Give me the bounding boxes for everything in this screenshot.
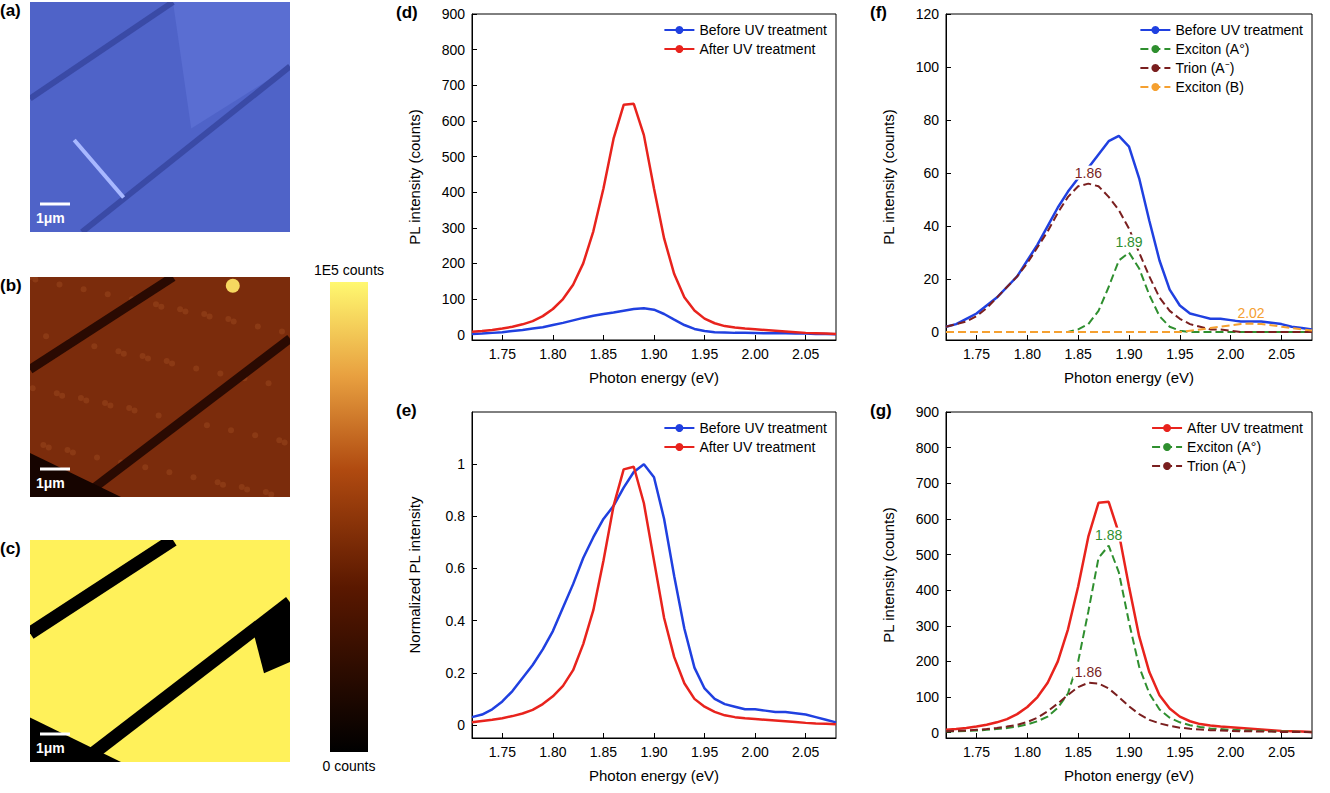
svg-text:After UV treatment: After UV treatment [1187, 420, 1303, 436]
svg-text:1: 1 [457, 456, 465, 472]
svg-text:100: 100 [916, 689, 940, 705]
svg-text:900: 900 [916, 404, 940, 420]
svg-text:1μm: 1μm [36, 210, 65, 226]
svg-text:(g): (g) [870, 401, 892, 420]
svg-text:Before UV treatment: Before UV treatment [699, 420, 827, 436]
svg-text:500: 500 [916, 547, 940, 563]
svg-text:1.86: 1.86 [1075, 664, 1102, 680]
svg-text:700: 700 [442, 77, 466, 93]
svg-text:1.75: 1.75 [489, 346, 516, 362]
svg-text:800: 800 [442, 42, 466, 58]
svg-text:0.6: 0.6 [446, 560, 466, 576]
svg-text:100: 100 [916, 59, 940, 75]
svg-text:2.00: 2.00 [1217, 744, 1244, 760]
svg-text:0: 0 [457, 717, 465, 733]
svg-text:1.95: 1.95 [1166, 744, 1193, 760]
svg-text:100: 100 [442, 291, 466, 307]
svg-text:1.75: 1.75 [963, 744, 990, 760]
svg-text:0.2: 0.2 [446, 665, 466, 681]
svg-text:40: 40 [923, 218, 939, 234]
svg-text:1.95: 1.95 [691, 744, 718, 760]
svg-text:1.90: 1.90 [1115, 346, 1142, 362]
svg-text:Exciton (A°): Exciton (A°) [1175, 41, 1249, 57]
svg-text:Normalized PL intensity: Normalized PL intensity [406, 496, 423, 654]
svg-text:0: 0 [457, 327, 465, 343]
svg-text:1.75: 1.75 [963, 346, 990, 362]
svg-text:After UV treatment: After UV treatment [699, 41, 815, 57]
svg-text:(b): (b) [0, 276, 22, 295]
svg-text:300: 300 [442, 220, 466, 236]
svg-text:2.05: 2.05 [1268, 346, 1295, 362]
svg-text:1.90: 1.90 [1115, 744, 1142, 760]
svg-text:2.00: 2.00 [1217, 346, 1244, 362]
svg-text:400: 400 [916, 582, 940, 598]
svg-text:1.90: 1.90 [640, 744, 667, 760]
svg-text:80: 80 [923, 112, 939, 128]
svg-text:200: 200 [442, 255, 466, 271]
svg-text:Before UV treatment: Before UV treatment [699, 22, 827, 38]
svg-text:Trion (A⁻): Trion (A⁻) [1187, 458, 1246, 474]
svg-text:120: 120 [916, 6, 940, 22]
svg-text:1.89: 1.89 [1115, 234, 1142, 250]
svg-text:500: 500 [442, 149, 466, 165]
svg-text:1.85: 1.85 [590, 744, 617, 760]
svg-text:60: 60 [923, 165, 939, 181]
svg-text:800: 800 [916, 440, 940, 456]
svg-text:Photon energy (eV): Photon energy (eV) [1064, 767, 1194, 784]
svg-text:900: 900 [442, 6, 466, 22]
svg-text:1.80: 1.80 [539, 744, 566, 760]
svg-text:600: 600 [916, 511, 940, 527]
svg-text:1μm: 1μm [36, 740, 65, 756]
svg-text:1.75: 1.75 [489, 744, 516, 760]
svg-text:0.8: 0.8 [446, 508, 466, 524]
svg-text:400: 400 [442, 184, 466, 200]
svg-text:(e): (e) [396, 401, 417, 420]
svg-text:2.05: 2.05 [792, 346, 819, 362]
svg-text:700: 700 [916, 475, 940, 491]
svg-text:2.05: 2.05 [792, 744, 819, 760]
svg-text:300: 300 [916, 618, 940, 634]
svg-text:1.88: 1.88 [1095, 527, 1122, 543]
svg-text:PL intensity (counts): PL intensity (counts) [880, 109, 897, 244]
svg-text:Before UV treatment: Before UV treatment [1175, 22, 1303, 38]
svg-text:After UV treatment: After UV treatment [699, 439, 815, 455]
svg-text:Photon energy (eV): Photon energy (eV) [1064, 369, 1194, 386]
svg-text:(c): (c) [0, 539, 21, 558]
svg-text:PL intensity (counts): PL intensity (counts) [880, 507, 897, 642]
svg-text:1E5 counts: 1E5 counts [314, 262, 384, 278]
svg-text:1.95: 1.95 [1166, 346, 1193, 362]
svg-text:200: 200 [916, 653, 940, 669]
svg-text:1μm: 1μm [36, 475, 65, 491]
svg-text:Photon energy (eV): Photon energy (eV) [589, 369, 719, 386]
svg-text:(d): (d) [396, 3, 418, 22]
svg-text:1.90: 1.90 [640, 346, 667, 362]
svg-text:Exciton (B): Exciton (B) [1175, 79, 1243, 95]
svg-text:2.02: 2.02 [1237, 305, 1264, 321]
svg-text:1.95: 1.95 [691, 346, 718, 362]
svg-text:1.80: 1.80 [1014, 744, 1041, 760]
svg-text:PL intensity (counts): PL intensity (counts) [406, 109, 423, 244]
svg-text:0 counts: 0 counts [323, 758, 376, 774]
svg-text:1.85: 1.85 [1065, 346, 1092, 362]
svg-text:2.00: 2.00 [741, 346, 768, 362]
svg-text:Exciton (A°): Exciton (A°) [1187, 439, 1261, 455]
svg-text:1.85: 1.85 [1065, 744, 1092, 760]
svg-text:1.86: 1.86 [1075, 165, 1102, 181]
svg-text:1.85: 1.85 [590, 346, 617, 362]
svg-text:0: 0 [931, 725, 939, 741]
svg-text:2.05: 2.05 [1268, 744, 1295, 760]
svg-text:Trion (A⁻): Trion (A⁻) [1175, 60, 1234, 76]
svg-text:0: 0 [931, 324, 939, 340]
svg-text:1.80: 1.80 [1014, 346, 1041, 362]
svg-text:20: 20 [923, 271, 939, 287]
svg-text:600: 600 [442, 113, 466, 129]
svg-text:0.4: 0.4 [446, 613, 466, 629]
svg-text:(f): (f) [870, 3, 887, 22]
svg-text:Photon energy (eV): Photon energy (eV) [589, 767, 719, 784]
svg-text:(a): (a) [0, 1, 21, 20]
svg-text:1.80: 1.80 [539, 346, 566, 362]
svg-text:2.00: 2.00 [741, 744, 768, 760]
